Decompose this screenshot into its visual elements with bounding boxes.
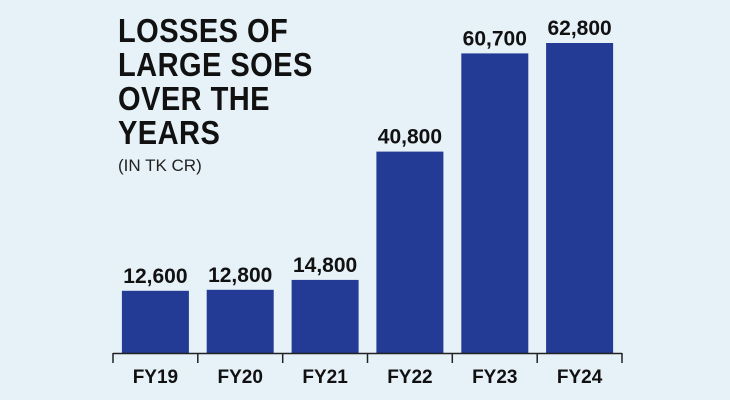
data-label-fy22: 40,800	[378, 126, 442, 149]
x-tick-label-fy24: FY24	[557, 367, 603, 388]
x-tick-label-fy23: FY23	[472, 367, 517, 388]
x-tick-label-fy22: FY22	[387, 367, 432, 388]
bar-fy21	[291, 279, 359, 353]
data-label-fy20: 12,800	[208, 264, 272, 287]
chart-title: LOSSES OF LARGE SOES OVER THE YEARS (IN …	[118, 14, 339, 176]
x-tick-label-fy21: FY21	[302, 367, 348, 388]
bar-fy20	[206, 289, 274, 353]
data-label-fy19: 12,600	[123, 265, 187, 288]
data-label-fy24: 62,800	[547, 17, 611, 40]
bar-fy23	[461, 53, 529, 354]
data-label-fy21: 14,800	[293, 254, 357, 277]
bar-fy24	[546, 43, 614, 353]
bar-fy22	[376, 151, 444, 353]
data-label-fy23: 60,700	[463, 27, 527, 50]
chart-title-line-3: OVER THE	[118, 80, 270, 117]
chart-title-line-1: LOSSES OF	[118, 12, 289, 49]
x-tick-label-fy19: FY19	[133, 367, 178, 388]
chart-title-line-2: LARGE SOES	[118, 46, 313, 83]
chart-subtitle: (IN TK CR)	[118, 156, 202, 175]
x-tick-label-fy20: FY20	[217, 367, 262, 388]
bar-fy19	[121, 290, 189, 353]
chart-title-line-4: YEARS	[118, 114, 221, 151]
